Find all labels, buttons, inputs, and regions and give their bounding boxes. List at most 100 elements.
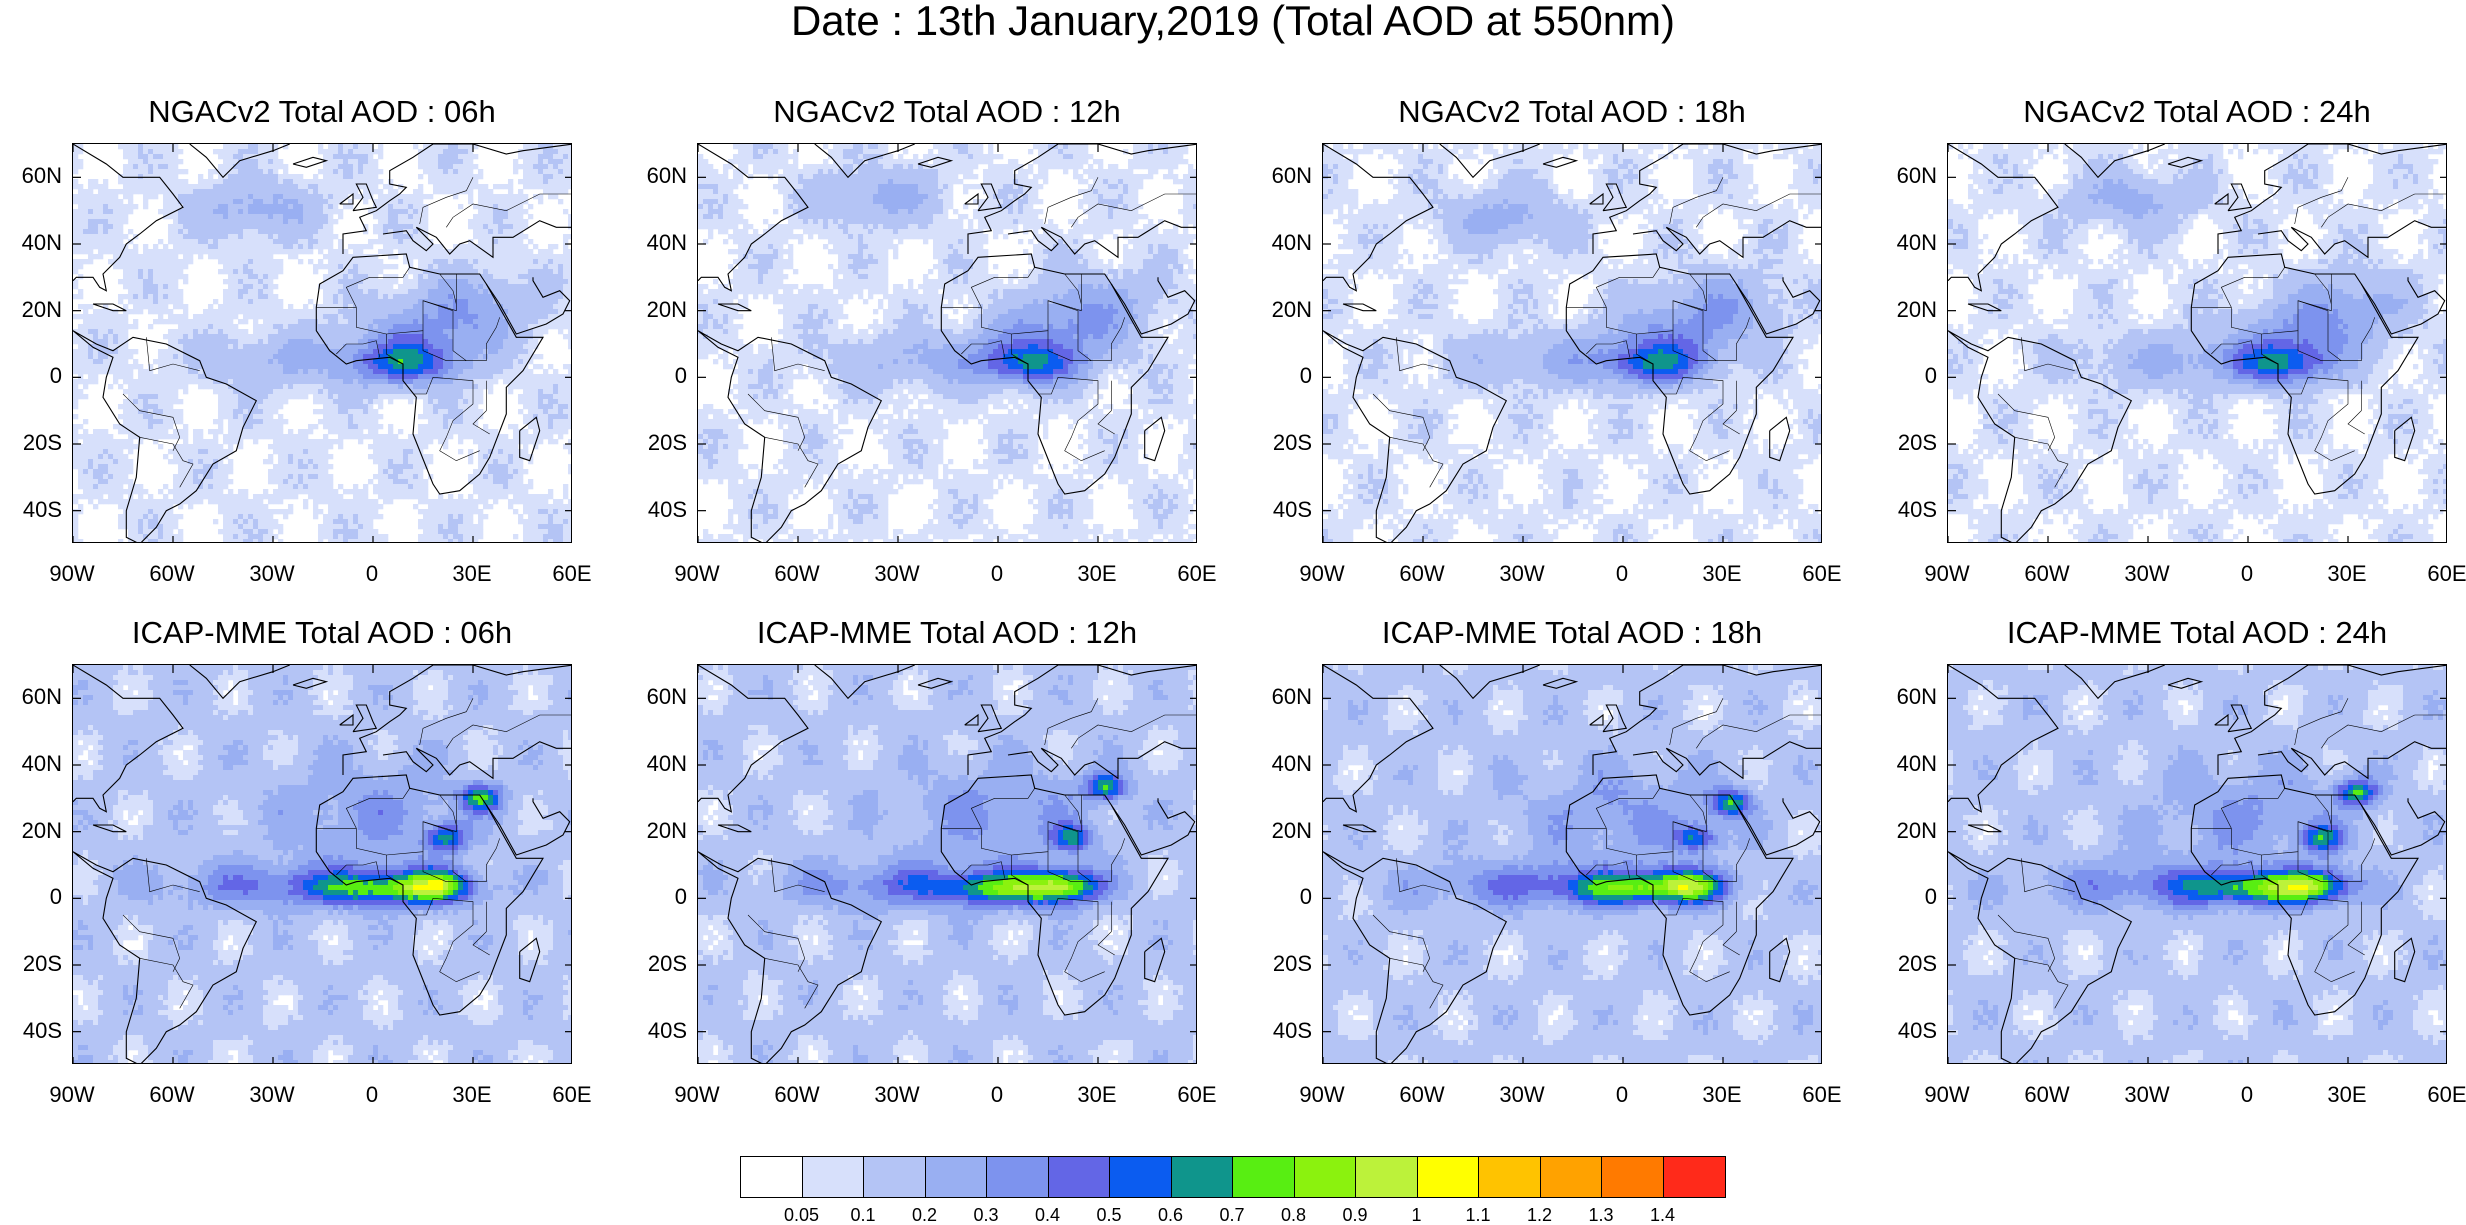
colorbar-box [1664, 1157, 1726, 1197]
longitude-label: 30W [2112, 1084, 2182, 1106]
longitude-label: 30E [1062, 1084, 1132, 1106]
longitude-label: 60E [537, 563, 607, 585]
latitude-label: 60N [2, 165, 62, 187]
colorbar-label: 0.3 [956, 1206, 1016, 1224]
latitude-label: 20N [627, 299, 687, 321]
aod-map [72, 143, 572, 543]
latitude-label: 40S [627, 499, 687, 521]
longitude-label: 60W [762, 1084, 832, 1106]
coastline [293, 157, 326, 167]
longitude-label: 90W [662, 1084, 732, 1106]
latitude-label: 20S [1252, 953, 1312, 975]
aod-map [1322, 664, 1822, 1064]
latitude-label: 40S [1877, 499, 1937, 521]
latitude-label: 40N [2, 753, 62, 775]
longitude-label: 30W [237, 563, 307, 585]
longitude-label: 60W [762, 563, 832, 585]
aod-map [697, 664, 1197, 1064]
longitude-label: 90W [1912, 1084, 1982, 1106]
colorbar-label: 1 [1387, 1206, 1447, 1224]
colorbar-box [741, 1157, 803, 1197]
aod-map [697, 143, 1197, 543]
colorbar-box [1233, 1157, 1295, 1197]
latitude-label: 0 [2, 365, 62, 387]
longitude-label: 90W [1287, 1084, 1357, 1106]
latitude-label: 20N [1877, 299, 1937, 321]
colorbar-box [926, 1157, 988, 1197]
latitude-label: 60N [1877, 165, 1937, 187]
longitude-label: 30E [437, 1084, 507, 1106]
latitude-label: 0 [627, 365, 687, 387]
latitude-label: 20N [1252, 820, 1312, 842]
colorbar-label: 1.4 [1633, 1206, 1693, 1224]
latitude-label: 40S [1252, 1020, 1312, 1042]
latitude-label: 60N [1252, 686, 1312, 708]
latitude-label: 40N [2, 232, 62, 254]
colorbar-box [1356, 1157, 1418, 1197]
longitude-label: 30W [862, 1084, 932, 1106]
colorbar-label: 0.05 [772, 1206, 832, 1224]
panel-title: ICAP-MME Total AOD : 12h [697, 617, 1197, 648]
latitude-label: 40S [2, 499, 62, 521]
colorbar-box [1172, 1157, 1234, 1197]
aod-map [72, 664, 572, 1064]
longitude-label: 0 [962, 1084, 1032, 1106]
aod-map-canvas [698, 665, 1197, 1064]
latitude-label: 60N [1252, 165, 1312, 187]
aod-map-canvas [1948, 144, 2447, 543]
colorbar-box [1295, 1157, 1357, 1197]
aod-map-canvas [73, 144, 572, 543]
panel-title: NGACv2 Total AOD : 12h [697, 96, 1197, 127]
longitude-label: 60W [2012, 1084, 2082, 1106]
longitude-label: 0 [2212, 563, 2282, 585]
colorbar [740, 1156, 1726, 1198]
latitude-label: 20S [2, 432, 62, 454]
colorbar-label: 0.7 [1202, 1206, 1262, 1224]
colorbar-label: 1.2 [1510, 1206, 1570, 1224]
longitude-label: 30E [2312, 563, 2382, 585]
latitude-label: 20N [627, 820, 687, 842]
latitude-label: 20N [1877, 820, 1937, 842]
colorbar-box [1110, 1157, 1172, 1197]
longitude-label: 30E [2312, 1084, 2382, 1106]
latitude-label: 40N [1252, 753, 1312, 775]
longitude-label: 30E [437, 563, 507, 585]
longitude-label: 60W [1387, 563, 1457, 585]
colorbar-box [987, 1157, 1049, 1197]
latitude-label: 40N [1877, 232, 1937, 254]
longitude-label: 0 [1587, 563, 1657, 585]
panel-title: NGACv2 Total AOD : 06h [72, 96, 572, 127]
latitude-label: 20S [1877, 432, 1937, 454]
longitude-label: 60E [1162, 563, 1232, 585]
longitude-label: 90W [1287, 563, 1357, 585]
longitude-label: 30W [1487, 1084, 1557, 1106]
longitude-label: 30W [237, 1084, 307, 1106]
longitude-label: 30E [1062, 563, 1132, 585]
longitude-label: 0 [1587, 1084, 1657, 1106]
longitude-label: 60E [1787, 563, 1857, 585]
longitude-label: 60E [1787, 1084, 1857, 1106]
longitude-label: 60E [1162, 1084, 1232, 1106]
latitude-label: 40S [627, 1020, 687, 1042]
longitude-label: 30E [1687, 1084, 1757, 1106]
latitude-label: 60N [1877, 686, 1937, 708]
longitude-label: 90W [37, 1084, 107, 1106]
latitude-label: 60N [2, 686, 62, 708]
latitude-label: 40S [1252, 499, 1312, 521]
colorbar-label: 0.5 [1079, 1206, 1139, 1224]
longitude-label: 0 [2212, 1084, 2282, 1106]
panel-title: ICAP-MME Total AOD : 18h [1322, 617, 1822, 648]
aod-map-canvas [1323, 144, 1822, 543]
latitude-label: 0 [2, 886, 62, 908]
longitude-label: 30W [2112, 563, 2182, 585]
panel-title: NGACv2 Total AOD : 18h [1322, 96, 1822, 127]
panel-title: ICAP-MME Total AOD : 06h [72, 617, 572, 648]
longitude-label: 90W [37, 563, 107, 585]
colorbar-label: 0.4 [1018, 1206, 1078, 1224]
colorbar-label: 0.1 [833, 1206, 893, 1224]
colorbar-label: 0.9 [1325, 1206, 1385, 1224]
aod-map-canvas [1948, 665, 2447, 1064]
figure-title: Date : 13th January,2019 (Total AOD at 5… [0, 0, 2466, 42]
longitude-label: 60W [137, 563, 207, 585]
colorbar-box [1479, 1157, 1541, 1197]
